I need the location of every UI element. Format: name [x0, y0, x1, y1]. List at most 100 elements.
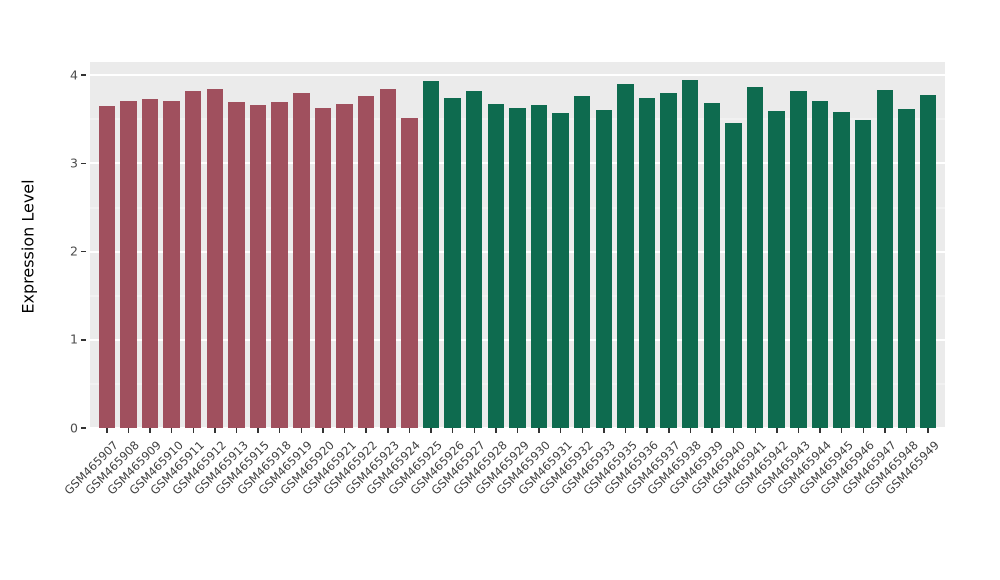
bar-slot: [182, 62, 204, 428]
x-tick-mark: [559, 428, 562, 433]
bar: [357, 96, 375, 428]
bar-slot: [463, 62, 485, 428]
y-tick-label: 0: [70, 419, 78, 435]
bar-slot: [161, 62, 183, 428]
x-tick-mark: [776, 428, 778, 433]
x-tick-mark: [365, 428, 367, 433]
x-tick-mark: [300, 428, 303, 433]
bar: [249, 105, 267, 428]
y-tick-mark: [81, 162, 86, 165]
bar: [98, 106, 116, 428]
x-tick-mark: [257, 428, 259, 433]
bars-container: [90, 62, 945, 428]
bar: [898, 108, 915, 428]
bar-slot: [550, 62, 572, 428]
bar: [811, 100, 829, 428]
bar-slot: [528, 62, 550, 428]
x-tick-mark: [603, 428, 605, 433]
bar-slot: [334, 62, 356, 428]
bar: [487, 104, 504, 428]
bar: [919, 94, 937, 428]
x-tick-mark: [149, 428, 151, 433]
bar-slot: [420, 62, 442, 428]
bar: [271, 101, 288, 428]
bar: [379, 89, 396, 428]
x-tick-mark: [581, 428, 584, 433]
y-tick-label: 1: [70, 331, 78, 347]
bar-slot: [247, 62, 269, 428]
bar: [185, 91, 202, 428]
x-tick-mark: [278, 428, 281, 433]
bar-slot: [723, 62, 745, 428]
bar-slot: [204, 62, 226, 428]
bar: [574, 95, 591, 428]
x-tick-mark: [235, 428, 238, 433]
bar-slot: [571, 62, 593, 428]
y-tick-label: 2: [70, 243, 78, 259]
x-tick-mark: [473, 428, 476, 433]
x-tick-mark: [408, 428, 411, 433]
x-tick-mark: [711, 428, 713, 433]
bar-slot: [593, 62, 615, 428]
bar-slot: [896, 62, 918, 428]
bar: [552, 113, 569, 428]
y-tick-mark: [81, 250, 86, 253]
bar-slot: [290, 62, 312, 428]
bar: [617, 84, 634, 428]
bar: [876, 90, 893, 428]
bar: [314, 107, 332, 428]
bar: [336, 104, 353, 428]
x-tick-mark: [646, 428, 648, 433]
y-tick-mark: [81, 427, 86, 429]
bar: [293, 92, 310, 428]
x-tick-mark: [797, 428, 800, 433]
bar: [833, 112, 850, 428]
bar-slot: [118, 62, 140, 428]
bar-slot: [615, 62, 637, 428]
bar: [746, 86, 764, 428]
bar: [725, 122, 742, 428]
x-tick-mark: [516, 428, 519, 433]
bar-slot: [874, 62, 896, 428]
bar: [509, 107, 526, 428]
bar: [141, 99, 159, 428]
bar: [206, 89, 224, 428]
bar-slot: [96, 62, 118, 428]
x-tick-mark: [840, 428, 843, 433]
x-tick-mark: [668, 428, 670, 433]
bar-slot: [788, 62, 810, 428]
x-tick-mark: [624, 428, 627, 433]
x-tick-mark: [495, 428, 497, 433]
bar-slot: [831, 62, 853, 428]
x-tick-mark: [884, 428, 886, 433]
x-axis-labels: GSM465907 GSM465908 GSM465909 GSM465910 GSM4…: [61, 438, 945, 568]
bar: [401, 117, 418, 428]
bar: [638, 98, 656, 428]
x-tick-mark: [754, 428, 757, 433]
bar-slot: [139, 62, 161, 428]
x-tick-mark: [430, 428, 432, 433]
bar-slot: [766, 62, 788, 428]
y-tick-mark: [81, 339, 86, 341]
x-tick-mark: [905, 428, 908, 433]
x-tick-mark: [343, 428, 346, 433]
bar-slot: [269, 62, 291, 428]
x-tick-mark: [170, 428, 173, 433]
bar: [854, 120, 872, 428]
bar-slot: [399, 62, 421, 428]
y-tick-label: 3: [70, 155, 78, 171]
bar-slot: [701, 62, 723, 428]
x-tick-mark: [127, 428, 130, 433]
bar: [120, 100, 137, 428]
bar-slot: [355, 62, 377, 428]
bar-slot: [809, 62, 831, 428]
y-tick-mark: [81, 74, 86, 76]
x-axis-ticks: [90, 428, 945, 434]
bar-slot: [917, 62, 939, 428]
bar-slot: [485, 62, 507, 428]
bar-slot: [679, 62, 701, 428]
plot-area: [90, 62, 945, 429]
bar: [530, 105, 548, 428]
bar: [660, 92, 677, 428]
